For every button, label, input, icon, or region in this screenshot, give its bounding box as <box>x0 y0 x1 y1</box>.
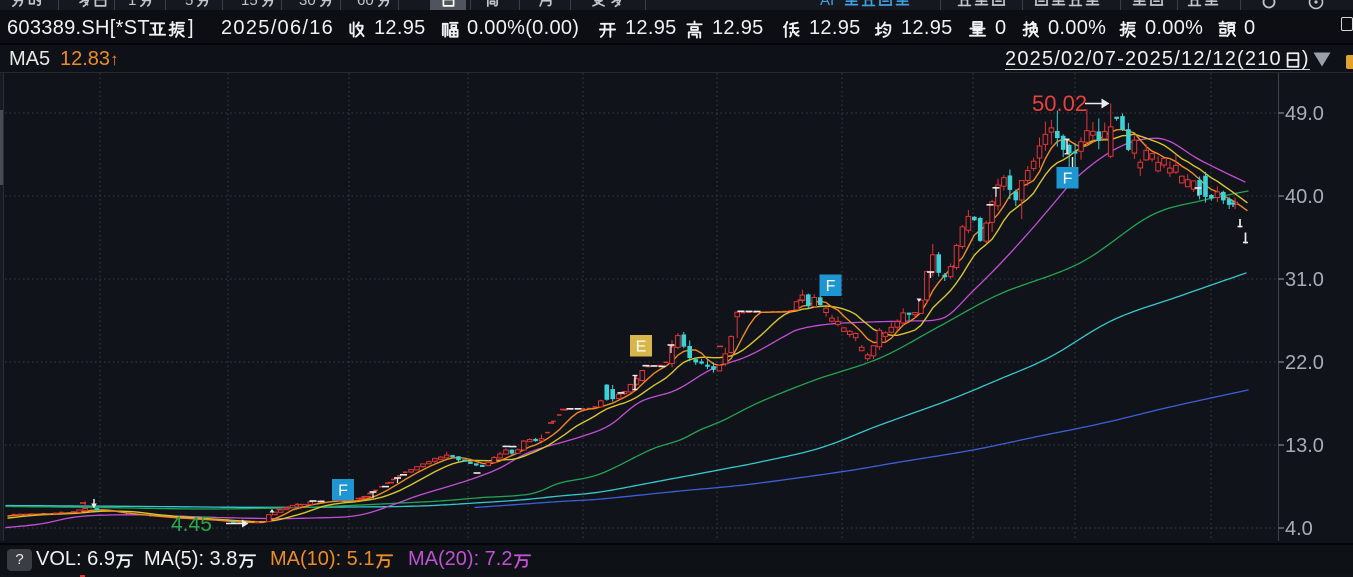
svg-text:4.0: 4.0 <box>1285 518 1313 540</box>
svg-text:40.0: 40.0 <box>1285 186 1324 208</box>
svg-text:49.0: 49.0 <box>1285 103 1324 125</box>
svg-text:22.0: 22.0 <box>1285 352 1324 374</box>
svg-text:F: F <box>338 483 348 500</box>
svg-text:F: F <box>826 278 836 295</box>
svg-text:4.45: 4.45 <box>171 513 212 536</box>
svg-text:13.0: 13.0 <box>1285 435 1324 457</box>
svg-text:E: E <box>636 339 647 356</box>
svg-text:F: F <box>1063 171 1073 188</box>
svg-text:50.02: 50.02 <box>1032 91 1087 116</box>
svg-text:31.0: 31.0 <box>1285 269 1324 291</box>
